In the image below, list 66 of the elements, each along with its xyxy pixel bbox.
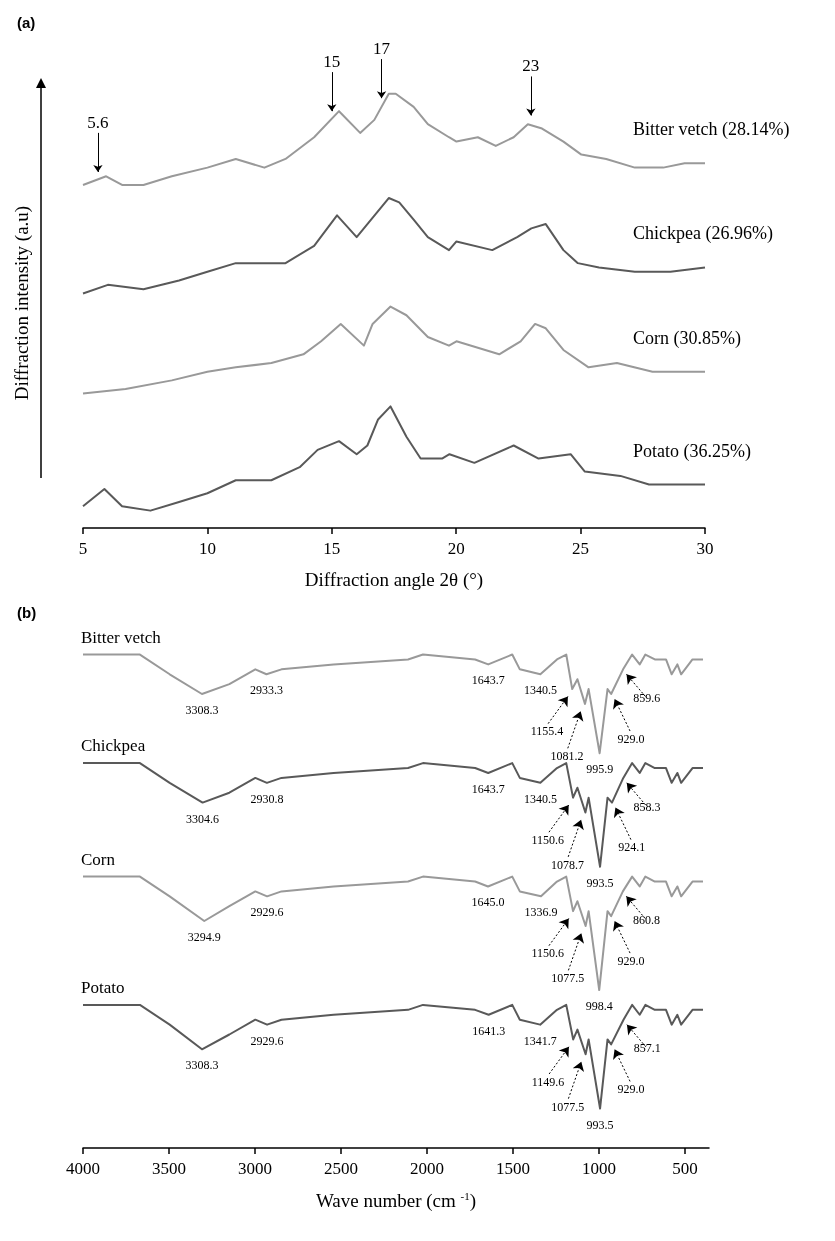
annotation: 2929.6 xyxy=(250,905,284,920)
annotation: 859.6 xyxy=(633,691,661,706)
annotation: 3308.3 xyxy=(185,703,219,718)
series-label: Corn xyxy=(81,849,116,869)
annotation: 1340.5 xyxy=(523,791,557,806)
x-tick-label: 3500 xyxy=(151,1159,186,1178)
annotation: 924.1 xyxy=(618,840,646,855)
annotation: 1645.0 xyxy=(471,895,505,910)
series-label: Bitter vetch xyxy=(81,627,162,647)
series-label: Bitter vetch (28.14%) xyxy=(633,119,790,141)
annotation: 1078.7 xyxy=(551,857,585,872)
x-tick-label: 1000 xyxy=(581,1159,616,1178)
x-tick-label: 2000 xyxy=(409,1159,444,1178)
annotation: 1149.6 xyxy=(531,1074,565,1089)
annotation: 929.0 xyxy=(617,731,645,746)
x-tick-label: 2500 xyxy=(323,1159,358,1178)
x-tick-label: 5 xyxy=(78,539,88,558)
x-tick-label: 15 xyxy=(323,539,341,558)
annotation: 15 xyxy=(323,52,341,72)
x-tick-label: 4000 xyxy=(66,1159,100,1178)
annotation: 1150.6 xyxy=(531,946,565,961)
x-tick-label: 10 xyxy=(198,539,216,558)
annotation: 929.0 xyxy=(617,1082,645,1097)
annotation: 1341.7 xyxy=(523,1033,557,1048)
annotation: 1340.5 xyxy=(523,683,557,698)
series-label: Potato xyxy=(81,977,125,997)
x-tick-label: 20 xyxy=(447,539,465,558)
series-label: Chickpea (26.96%) xyxy=(633,223,773,245)
annotation: 1643.7 xyxy=(471,781,505,796)
annotation: 2930.8 xyxy=(250,791,284,806)
x-axis-title: Diffraction angle 2θ (°) xyxy=(304,569,484,591)
annotation: 5.6 xyxy=(87,112,109,132)
annotation: 993.5 xyxy=(586,875,614,890)
annotation: 993.5 xyxy=(586,1117,614,1132)
annotation: 17 xyxy=(373,39,391,59)
annotation: 857.1 xyxy=(633,1041,661,1056)
annotation: 1155.4 xyxy=(530,724,564,739)
x-tick-label: 25 xyxy=(572,539,590,558)
annotation: 1643.7 xyxy=(471,673,505,688)
annotation: 2933.3 xyxy=(249,683,283,698)
annotation: 1641.3 xyxy=(472,1023,506,1038)
annotation: 995.9 xyxy=(586,762,614,777)
x-tick-label: 1500 xyxy=(495,1159,530,1178)
annotation: 3294.9 xyxy=(187,930,221,945)
series-label: Potato (36.25%) xyxy=(633,440,751,462)
series-label: Chickpea xyxy=(81,736,146,756)
annotation: 858.3 xyxy=(633,799,661,814)
annotation: 1336.9 xyxy=(524,905,558,920)
annotation: 3304.6 xyxy=(186,811,220,826)
annotation: 1081.2 xyxy=(550,749,584,764)
annotation: 929.0 xyxy=(617,953,645,968)
annotation: 3308.3 xyxy=(185,1058,219,1073)
annotation: 23 xyxy=(522,56,540,76)
x-tick-label: 30 xyxy=(696,539,714,558)
chart-title: (a) xyxy=(17,14,36,31)
x-tick-label: 3000 xyxy=(237,1159,272,1178)
annotation: 2929.6 xyxy=(250,1033,284,1048)
x-tick-label: 500 xyxy=(672,1159,698,1178)
annotation: 1077.5 xyxy=(551,1099,585,1114)
series-label: Corn (30.85%) xyxy=(633,327,741,349)
annotation: 1150.6 xyxy=(531,832,565,847)
annotation: 998.4 xyxy=(585,999,613,1014)
annotation: 1077.5 xyxy=(551,971,585,986)
annotation: 860.8 xyxy=(633,913,661,928)
y-axis-title: Diffraction intensity (a.u) xyxy=(11,205,33,401)
chart-title: (b) xyxy=(17,604,37,621)
